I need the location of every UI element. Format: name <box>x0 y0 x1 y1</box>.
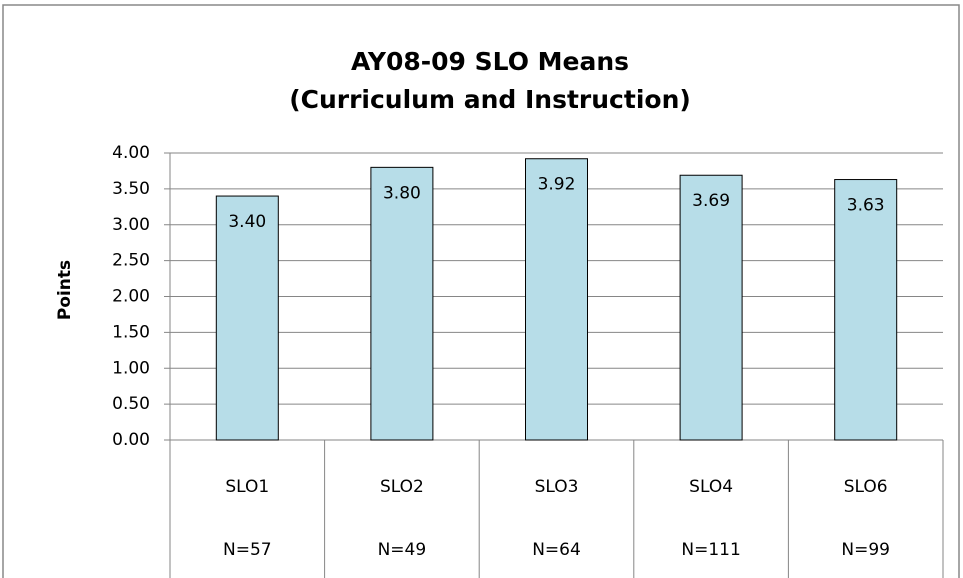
x-tick-sublabel: N=111 <box>681 540 740 560</box>
x-tick-label: SLO1 <box>225 477 269 497</box>
x-tick-label: SLO6 <box>844 477 888 497</box>
value-label: 3.69 <box>692 191 730 211</box>
x-tick-label: SLO4 <box>689 477 733 497</box>
y-tick-label: 2.00 <box>112 287 150 307</box>
chart-frame <box>2 4 960 578</box>
bar <box>679 174 743 441</box>
value-label: 3.40 <box>228 212 266 232</box>
y-tick-label: 0.00 <box>112 430 150 450</box>
x-tick-sublabel: N=49 <box>378 540 427 560</box>
y-tick-label: 3.00 <box>112 215 150 235</box>
x-tick-label: SLO2 <box>380 477 424 497</box>
x-tick-sublabel: N=99 <box>841 540 890 560</box>
x-tick-sublabel: N=64 <box>532 540 581 560</box>
x-tick-sublabel: N=57 <box>223 540 272 560</box>
y-tick-label: 1.00 <box>112 358 150 378</box>
chart-title: (Curriculum and Instruction) <box>289 85 691 114</box>
bar <box>215 195 279 441</box>
x-tick-label: SLO3 <box>535 477 579 497</box>
bar <box>370 166 434 441</box>
y-axis-label: Points <box>55 260 75 320</box>
bar <box>834 179 898 441</box>
value-label: 3.92 <box>538 175 576 195</box>
y-tick-label: 2.50 <box>112 251 150 271</box>
value-label: 3.63 <box>847 196 885 216</box>
chart-title: AY08-09 SLO Means <box>351 47 629 76</box>
value-label: 3.80 <box>383 183 421 203</box>
bar <box>525 158 588 441</box>
y-tick-label: 0.50 <box>112 394 150 414</box>
y-tick-label: 4.00 <box>112 143 150 163</box>
y-tick-label: 3.50 <box>112 179 150 199</box>
y-tick-label: 1.50 <box>112 322 150 342</box>
